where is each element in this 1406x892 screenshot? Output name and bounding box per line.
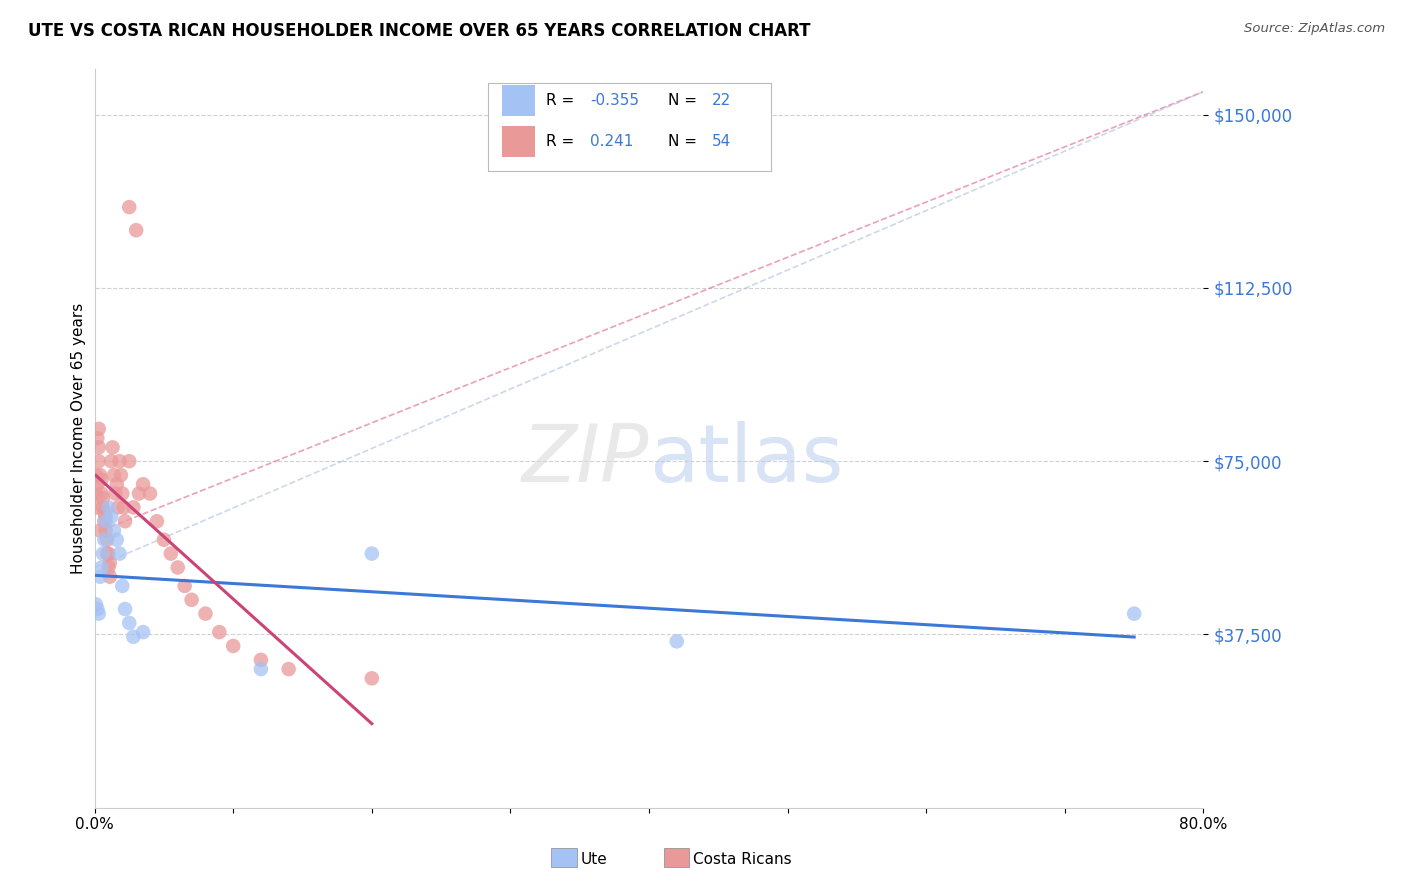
FancyBboxPatch shape <box>488 83 770 170</box>
Point <box>98 570 121 584</box>
Y-axis label: Householder Income Over 65 years: Householder Income Over 65 years <box>72 302 86 574</box>
Point <box>153 533 176 547</box>
Point <box>118 200 141 214</box>
Point <box>97 500 120 515</box>
Point <box>86 431 108 445</box>
Text: R =: R = <box>546 94 579 109</box>
Point <box>112 500 135 515</box>
Point <box>180 592 202 607</box>
Point <box>84 598 107 612</box>
Point <box>665 634 688 648</box>
Point <box>103 524 125 538</box>
Point <box>93 533 115 547</box>
Point <box>110 468 132 483</box>
Point <box>1123 607 1146 621</box>
Point <box>250 662 273 676</box>
Point <box>87 607 110 621</box>
Text: Ute: Ute <box>581 853 607 867</box>
Point <box>86 602 108 616</box>
Point <box>105 477 128 491</box>
Text: ZIP: ZIP <box>522 421 650 500</box>
Point <box>87 422 110 436</box>
Point <box>93 514 115 528</box>
Point <box>89 468 111 483</box>
Text: 54: 54 <box>713 135 731 150</box>
Point <box>100 454 122 468</box>
Point <box>125 223 148 237</box>
Point <box>87 454 110 468</box>
Point <box>97 547 120 561</box>
Point <box>108 547 131 561</box>
Point <box>101 441 124 455</box>
Bar <box>502 86 534 117</box>
Point <box>139 486 162 500</box>
Point <box>84 468 107 483</box>
Point <box>86 500 108 515</box>
Point <box>159 547 181 561</box>
Point <box>91 547 114 561</box>
Point <box>118 615 141 630</box>
Point <box>118 454 141 468</box>
Point <box>104 486 127 500</box>
Point <box>122 500 145 515</box>
Point <box>89 524 111 538</box>
Point <box>132 477 155 491</box>
Point <box>89 570 111 584</box>
Text: N =: N = <box>668 135 702 150</box>
Point <box>132 625 155 640</box>
Point <box>91 491 114 505</box>
Point <box>250 653 273 667</box>
Point <box>194 607 217 621</box>
Point <box>96 547 118 561</box>
Point <box>128 486 150 500</box>
Point <box>108 454 131 468</box>
Point <box>93 505 115 519</box>
Bar <box>502 127 534 158</box>
Point <box>97 560 120 574</box>
Point <box>208 625 231 640</box>
Point <box>360 547 382 561</box>
Point <box>360 671 382 685</box>
Point <box>100 509 122 524</box>
Text: N =: N = <box>668 94 702 109</box>
Text: UTE VS COSTA RICAN HOUSEHOLDER INCOME OVER 65 YEARS CORRELATION CHART: UTE VS COSTA RICAN HOUSEHOLDER INCOME OV… <box>28 22 811 40</box>
Point <box>94 524 117 538</box>
Point <box>114 602 136 616</box>
Point <box>87 441 110 455</box>
Text: 0.241: 0.241 <box>591 135 634 150</box>
Point <box>86 477 108 491</box>
Text: atlas: atlas <box>650 421 844 500</box>
Text: 22: 22 <box>713 94 731 109</box>
Text: Source: ZipAtlas.com: Source: ZipAtlas.com <box>1244 22 1385 36</box>
Point <box>173 579 195 593</box>
Point <box>90 560 112 574</box>
Point <box>107 500 129 515</box>
Point <box>96 533 118 547</box>
Point <box>90 473 112 487</box>
Point <box>103 468 125 483</box>
Point <box>90 486 112 500</box>
Point <box>105 533 128 547</box>
Point <box>277 662 299 676</box>
Point <box>222 639 245 653</box>
Point <box>122 630 145 644</box>
Text: R =: R = <box>546 135 579 150</box>
Point <box>166 560 188 574</box>
Point <box>94 514 117 528</box>
Point <box>111 486 134 500</box>
Point <box>114 514 136 528</box>
Point <box>91 500 114 515</box>
Point <box>94 509 117 524</box>
Point <box>111 579 134 593</box>
Text: -0.355: -0.355 <box>591 94 640 109</box>
Text: Costa Ricans: Costa Ricans <box>693 853 792 867</box>
Point <box>98 556 121 570</box>
Point <box>146 514 169 528</box>
Point <box>84 486 107 500</box>
